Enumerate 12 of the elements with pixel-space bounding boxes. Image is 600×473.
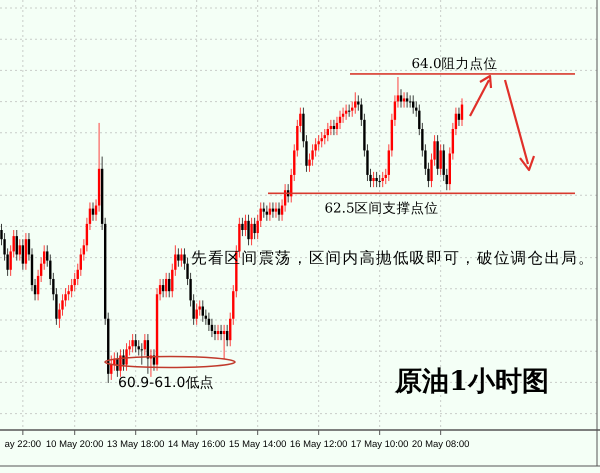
- x-tick-label: 20 May 08:00: [412, 439, 470, 450]
- x-tick-label: 10 May 20:00: [46, 439, 104, 450]
- annotation: 60.9-61.0低点: [118, 375, 214, 391]
- x-tick-label: 17 May 10:00: [350, 439, 408, 450]
- ref-line-label: 62.5区间支撑点位: [324, 200, 439, 216]
- x-tick-label: 14 May 16:00: [168, 439, 226, 450]
- x-tick-label: ay 22:00: [4, 439, 42, 450]
- x-tick-label: 15 May 14:00: [228, 439, 286, 450]
- x-tick-label: 16 May 12:00: [290, 439, 348, 450]
- x-tick-label: 13 May 18:00: [106, 439, 164, 450]
- ref-line-label: 64.0阻力点位: [411, 56, 498, 72]
- annotation: 原油1小时图: [394, 366, 549, 397]
